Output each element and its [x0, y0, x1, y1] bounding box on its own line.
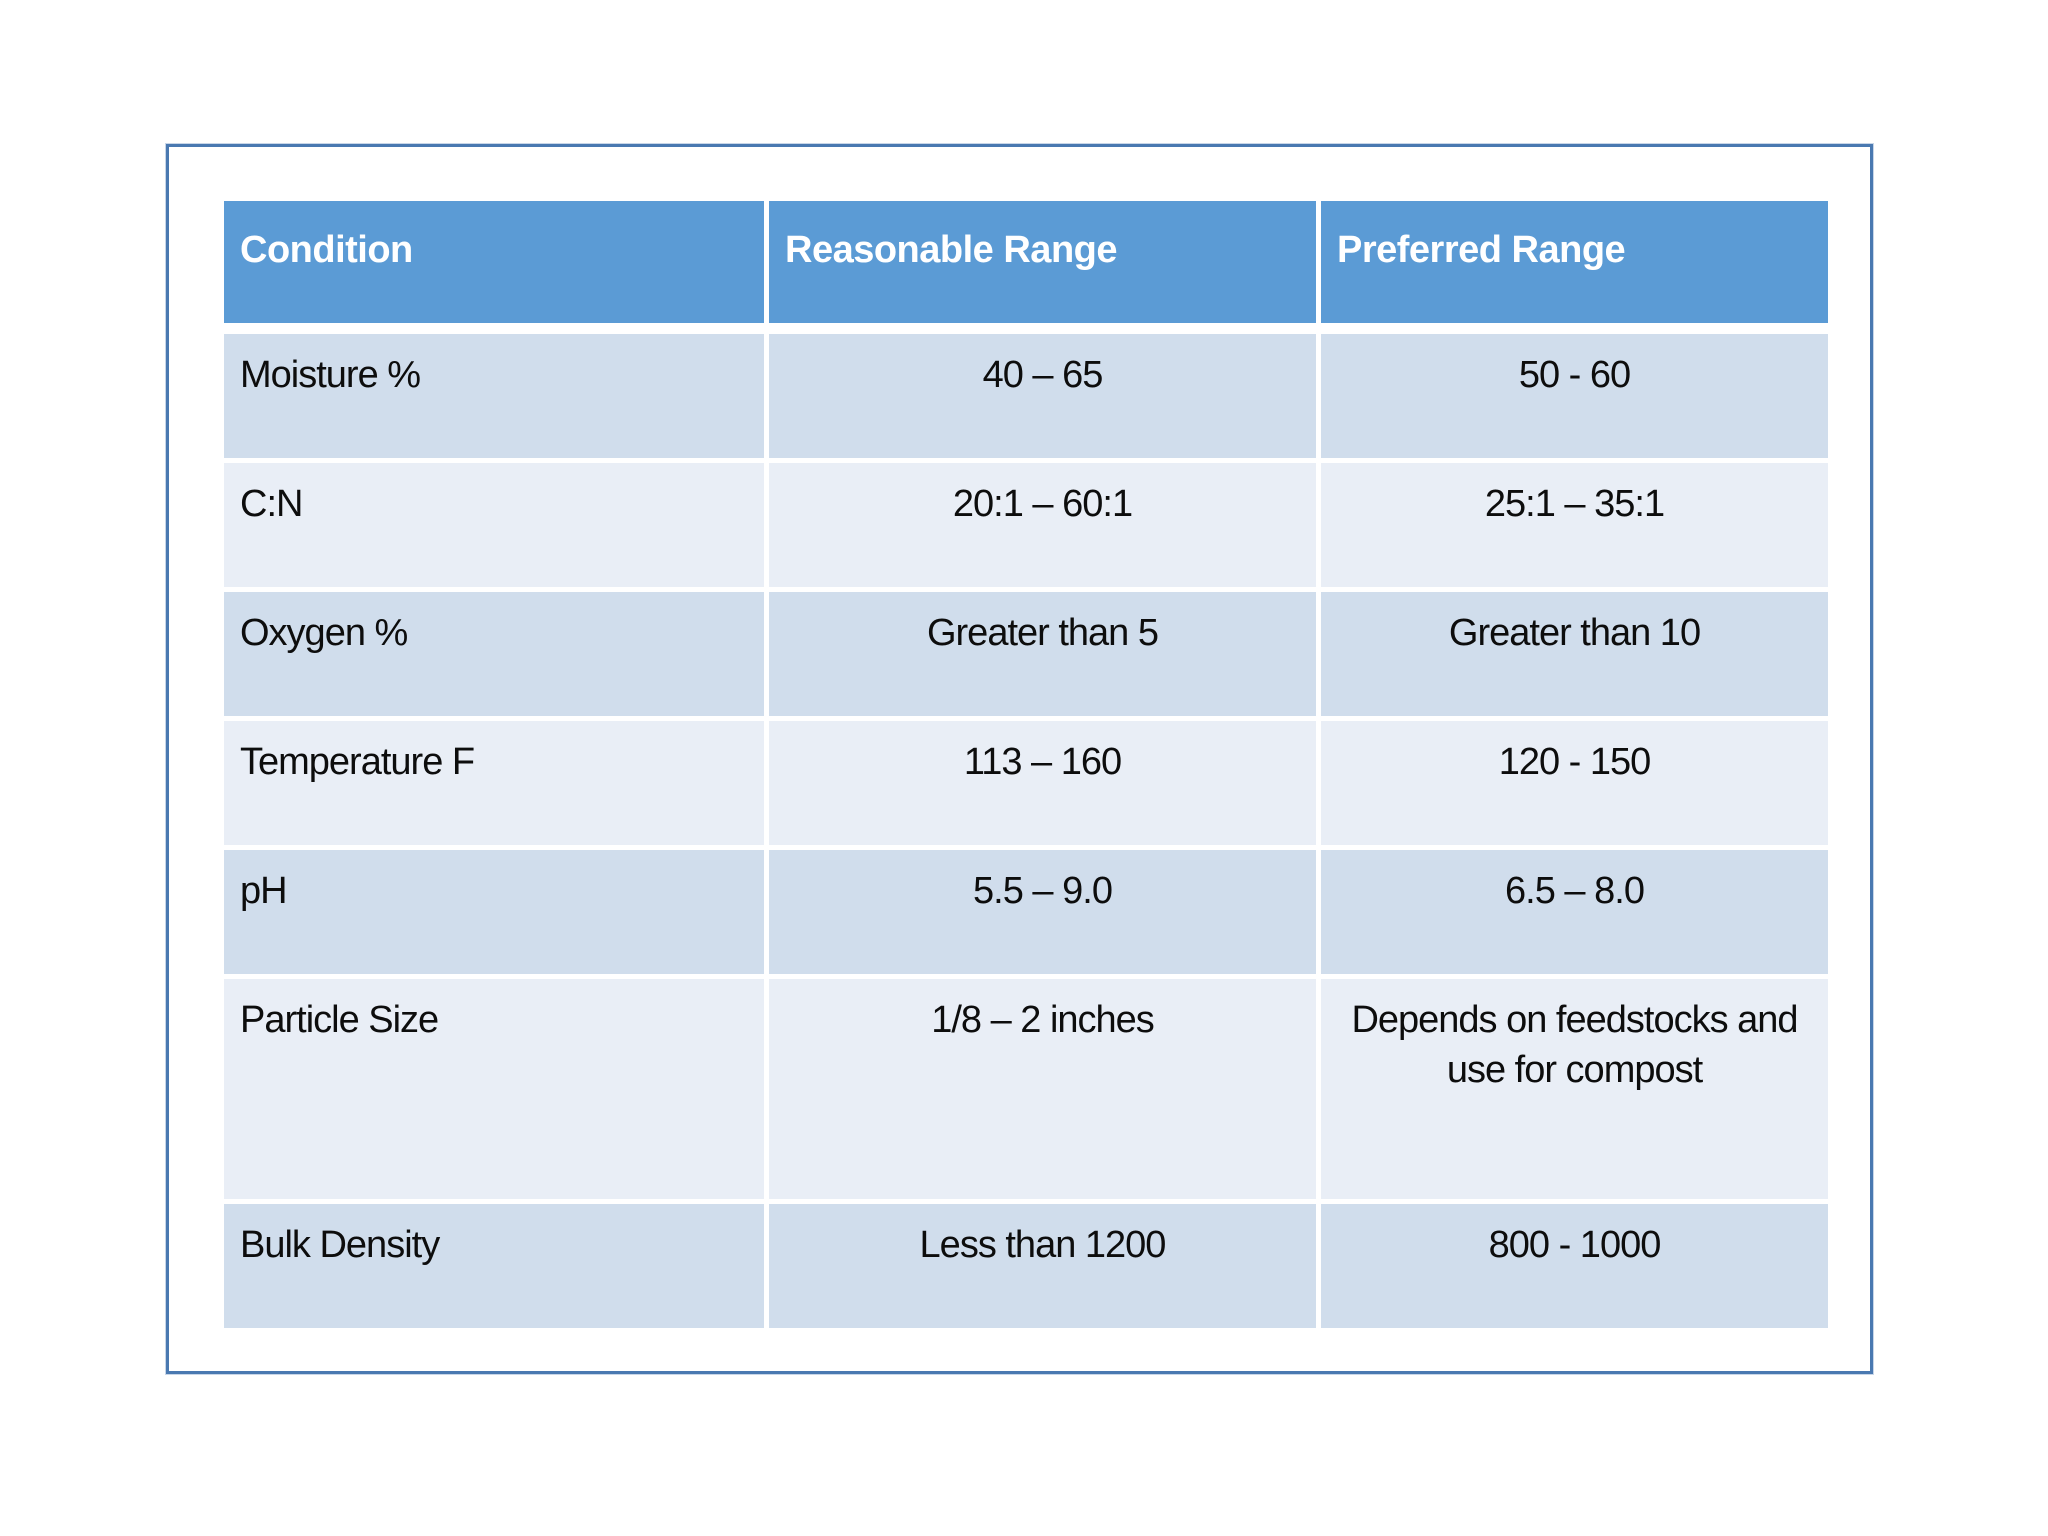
row-label: C:N [224, 463, 764, 587]
row-label: Bulk Density [224, 1204, 764, 1328]
header-cell-reasonable-range: Reasonable Range [769, 201, 1316, 323]
row-label: Oxygen % [224, 592, 764, 716]
row-label: pH [224, 850, 764, 974]
cell-preferred: 50 - 60 [1321, 334, 1828, 458]
cell-reasonable: 40 – 65 [769, 334, 1316, 458]
cell-preferred: Greater than 10 [1321, 592, 1828, 716]
row-label: Temperature F [224, 721, 764, 845]
slide-frame: Condition Reasonable Range Preferred Ran… [166, 144, 1873, 1374]
cell-reasonable: 1/8 – 2 inches [769, 979, 1316, 1199]
row-label: Particle Size [224, 979, 764, 1199]
cell-preferred: 6.5 – 8.0 [1321, 850, 1828, 974]
cell-reasonable: 5.5 – 9.0 [769, 850, 1316, 974]
table-body: Moisture % 40 – 65 50 - 60 C:N 20:1 – 60… [224, 334, 1828, 1328]
header-cell-condition: Condition [224, 201, 764, 323]
conditions-table: Condition Reasonable Range Preferred Ran… [224, 201, 1828, 1328]
cell-reasonable: Greater than 5 [769, 592, 1316, 716]
cell-reasonable: 113 – 160 [769, 721, 1316, 845]
cell-preferred: 120 - 150 [1321, 721, 1828, 845]
header-cell-preferred-range: Preferred Range [1321, 201, 1828, 323]
cell-reasonable: 20:1 – 60:1 [769, 463, 1316, 587]
header-row: Condition Reasonable Range Preferred Ran… [224, 201, 1828, 323]
cell-preferred: Depends on feedstocks and use for compos… [1321, 979, 1828, 1199]
cell-reasonable: Less than 1200 [769, 1204, 1316, 1328]
cell-preferred: 800 - 1000 [1321, 1204, 1828, 1328]
cell-preferred: 25:1 – 35:1 [1321, 463, 1828, 587]
row-label: Moisture % [224, 334, 764, 458]
